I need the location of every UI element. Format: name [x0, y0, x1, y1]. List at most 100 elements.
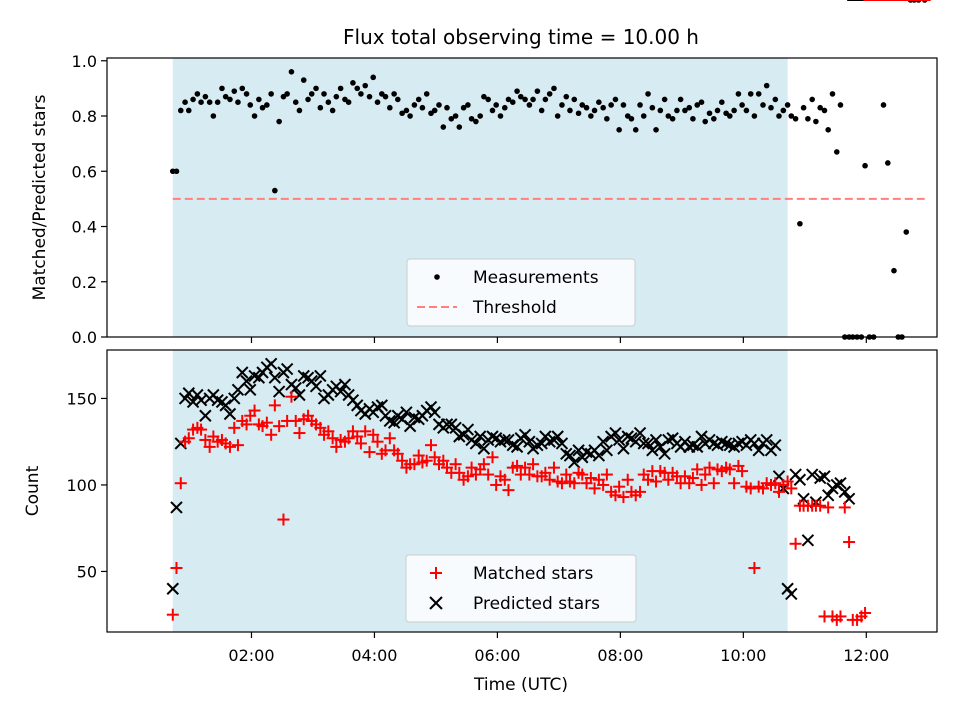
measurement-point: [669, 115, 676, 122]
matched-point: [728, 477, 741, 490]
predicted-point: [223, 407, 237, 421]
matched-point: [477, 458, 490, 471]
measurement-point: [674, 107, 680, 114]
predicted-point: [719, 437, 733, 450]
measurement-point: [300, 77, 307, 83]
measurement-point: [686, 104, 693, 111]
measurement-point: [423, 91, 430, 97]
measurement-point: [797, 220, 803, 227]
measurement-point: [620, 102, 627, 108]
top-ylabel: Matched/Predicted stars: [30, 94, 50, 300]
measurement-point: [768, 104, 774, 111]
matched-point: [543, 473, 556, 486]
xtick-label: 02:00: [228, 646, 274, 665]
predicted-point: [781, 582, 794, 595]
measurement-point: [788, 113, 795, 119]
matched-point: [396, 454, 409, 467]
measurement-point: [481, 93, 487, 100]
chart-title: Flux total observing time = 10.00 h: [343, 25, 699, 49]
predicted-point: [400, 406, 413, 419]
measurement-point: [891, 267, 897, 274]
predicted-point: [801, 534, 815, 547]
predicted-point: [477, 442, 491, 455]
predicted-point: [658, 447, 671, 461]
matched-point: [420, 454, 433, 467]
matched-point: [560, 468, 573, 481]
predicted-point: [236, 366, 249, 379]
predicted-point: [621, 430, 634, 443]
predicted-point: [486, 430, 499, 443]
measurement-point: [727, 113, 733, 119]
predicted-point: [646, 444, 659, 457]
predicted-point: [838, 485, 851, 499]
predicted-point: [793, 473, 807, 486]
measurement-point: [591, 107, 598, 114]
measurement-point: [489, 107, 496, 114]
matched-point: [703, 461, 716, 474]
matched-point: [342, 432, 355, 445]
measurement-point: [411, 102, 418, 108]
predicted-point: [280, 362, 294, 376]
measurement-point: [198, 99, 204, 105]
measurement-point: [903, 229, 910, 235]
matched-point: [289, 414, 302, 427]
matched-point: [367, 428, 380, 441]
measurement-point: [268, 91, 274, 97]
matched-point: [555, 477, 568, 490]
measurement-point: [554, 113, 561, 119]
bottom-ylabel: Count: [23, 465, 43, 516]
matched-point: [609, 489, 622, 502]
measurement-point: [747, 91, 754, 97]
matched-point: [772, 485, 785, 498]
measurement-point: [813, 118, 819, 125]
matched-point: [482, 468, 495, 481]
matched-point: [597, 478, 610, 491]
measurement-point: [805, 115, 811, 122]
measurement-point: [862, 162, 868, 169]
matched-point: [268, 399, 281, 412]
measurement-point: [885, 160, 891, 166]
measurement-point: [313, 85, 319, 92]
measurement-point: [833, 149, 840, 155]
predicted-point: [510, 440, 524, 454]
matched-point: [408, 458, 421, 471]
measurement-point: [259, 104, 266, 111]
predicted-point: [555, 437, 569, 450]
matched-point: [600, 468, 613, 481]
xtick-label: 08:00: [597, 646, 643, 665]
measurement-point: [763, 82, 770, 89]
measurement-point: [677, 96, 684, 103]
measurement-point: [387, 104, 393, 111]
measurement-point: [567, 107, 573, 114]
predicted-point: [518, 428, 532, 441]
measurement-point: [485, 96, 491, 103]
measurement-point: [604, 115, 610, 122]
predicted-point: [592, 449, 606, 462]
matched-point: [686, 472, 699, 485]
matched-point: [519, 461, 532, 474]
measurement-point: [345, 99, 352, 105]
matched-point: [182, 432, 195, 445]
measurement-point: [780, 107, 787, 114]
matched-point: [195, 423, 208, 436]
matched-point: [273, 420, 286, 433]
measurement-point: [817, 104, 823, 111]
predicted-point: [375, 399, 389, 412]
measurement-point: [612, 96, 619, 103]
matched-point: [859, 606, 872, 619]
measurement-point: [358, 91, 364, 97]
measurement-point: [477, 113, 483, 119]
matched-point: [642, 473, 655, 486]
predicted-point: [293, 388, 306, 402]
xtick-label: 06:00: [474, 646, 520, 665]
matched-point: [265, 428, 278, 441]
matched-point: [588, 482, 601, 495]
predicted-point: [633, 426, 647, 440]
measurement-point: [571, 96, 578, 103]
predicted-point: [568, 456, 581, 469]
top-ytick-label: 1.0: [72, 52, 97, 71]
measurement-point: [431, 107, 438, 114]
measurement-point: [608, 102, 614, 108]
matched-point: [584, 472, 597, 485]
